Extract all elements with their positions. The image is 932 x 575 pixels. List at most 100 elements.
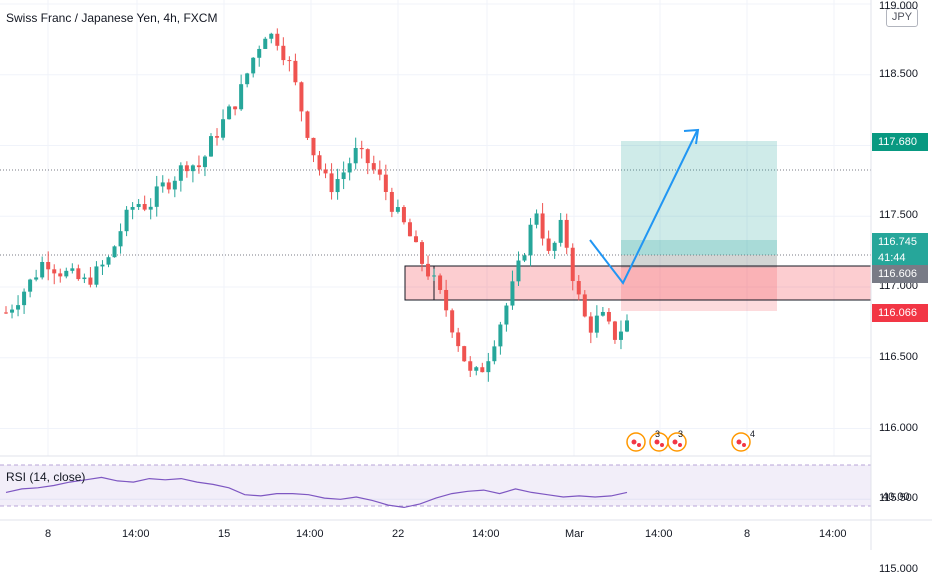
candle[interactable] — [407, 222, 412, 237]
target-zone[interactable] — [621, 141, 777, 268]
candle[interactable] — [70, 268, 75, 271]
candle[interactable] — [341, 172, 346, 180]
candle[interactable] — [305, 111, 310, 138]
candle[interactable] — [100, 264, 105, 267]
candle[interactable] — [196, 165, 201, 168]
candle[interactable] — [263, 38, 268, 49]
rsi-line[interactable] — [5, 476, 628, 509]
candle[interactable] — [22, 291, 27, 306]
candle[interactable] — [16, 305, 21, 310]
candle[interactable] — [588, 316, 593, 333]
candle[interactable] — [118, 231, 123, 247]
candle[interactable] — [389, 191, 394, 212]
candle[interactable] — [160, 182, 165, 187]
candle[interactable] — [365, 149, 370, 164]
candle[interactable] — [323, 169, 328, 174]
candle[interactable] — [432, 275, 437, 277]
candle[interactable] — [498, 324, 503, 347]
candle[interactable] — [480, 367, 485, 373]
candle[interactable] — [202, 156, 207, 168]
candle[interactable] — [184, 165, 189, 172]
support-zone[interactable] — [404, 265, 872, 301]
stop-zone[interactable] — [621, 268, 777, 311]
candle[interactable] — [233, 106, 238, 110]
candle[interactable] — [474, 367, 479, 371]
candle[interactable] — [570, 247, 575, 282]
candle[interactable] — [208, 136, 213, 157]
candle[interactable] — [456, 332, 461, 347]
candle[interactable] — [82, 277, 87, 280]
candle[interactable] — [251, 57, 256, 74]
candle[interactable] — [401, 207, 406, 223]
candle[interactable] — [486, 361, 491, 373]
candle[interactable] — [275, 33, 280, 46]
candle[interactable] — [269, 33, 274, 39]
candle[interactable] — [395, 207, 400, 212]
candle[interactable] — [106, 257, 111, 265]
candle[interactable] — [142, 204, 147, 210]
candle[interactable] — [148, 206, 153, 210]
candle[interactable] — [227, 106, 232, 120]
price-chart[interactable] — [0, 0, 932, 550]
candle[interactable] — [112, 246, 117, 258]
candle[interactable] — [172, 180, 177, 190]
candle[interactable] — [335, 179, 340, 193]
candle[interactable] — [564, 219, 569, 248]
candle[interactable] — [190, 165, 195, 172]
candle[interactable] — [600, 312, 605, 316]
candle[interactable] — [329, 173, 334, 193]
candle[interactable] — [94, 266, 99, 285]
candle[interactable] — [534, 213, 539, 225]
candle[interactable] — [540, 213, 545, 239]
candle[interactable] — [52, 269, 57, 274]
candle[interactable] — [426, 263, 431, 277]
candle[interactable] — [46, 262, 51, 270]
candle[interactable] — [504, 305, 509, 325]
candle[interactable] — [130, 207, 135, 210]
candle[interactable] — [413, 236, 418, 243]
candle[interactable] — [552, 242, 557, 251]
candle[interactable] — [618, 331, 623, 340]
candle[interactable] — [359, 147, 364, 150]
candle[interactable] — [64, 270, 69, 277]
candle[interactable] — [420, 242, 425, 264]
candle[interactable] — [468, 361, 473, 371]
candle[interactable] — [124, 209, 129, 232]
candle[interactable] — [299, 82, 304, 112]
candle[interactable] — [371, 163, 376, 170]
candle[interactable] — [438, 275, 443, 290]
candle[interactable] — [245, 73, 250, 85]
candle[interactable] — [317, 155, 322, 170]
candle[interactable] — [606, 312, 611, 322]
candle[interactable] — [221, 119, 226, 138]
candle[interactable] — [594, 315, 599, 333]
candle[interactable] — [492, 346, 497, 362]
candle[interactable] — [462, 346, 467, 362]
candle[interactable] — [510, 281, 515, 306]
candle[interactable] — [546, 238, 551, 251]
candle[interactable] — [347, 163, 352, 173]
candle[interactable] — [154, 186, 159, 207]
candle[interactable] — [528, 224, 533, 256]
candle[interactable] — [516, 260, 521, 282]
currency-unit-label[interactable]: JPY — [886, 8, 918, 27]
candle[interactable] — [281, 45, 286, 61]
candle[interactable] — [257, 48, 262, 58]
candle[interactable] — [625, 320, 629, 332]
candle[interactable] — [293, 60, 298, 83]
candle[interactable] — [444, 289, 449, 311]
candle[interactable] — [34, 277, 39, 280]
candle[interactable] — [76, 268, 81, 280]
candle[interactable] — [88, 277, 93, 285]
candle[interactable] — [28, 279, 33, 292]
rsi-indicator-label[interactable]: RSI (14, close) — [6, 470, 86, 484]
candle[interactable] — [178, 165, 183, 181]
candle[interactable] — [383, 174, 388, 192]
candle[interactable] — [4, 312, 8, 314]
candle[interactable] — [311, 137, 316, 156]
candle[interactable] — [377, 169, 382, 175]
candle[interactable] — [582, 294, 587, 317]
candle[interactable] — [40, 262, 45, 278]
candle[interactable] — [239, 84, 244, 110]
candle[interactable] — [58, 273, 63, 277]
